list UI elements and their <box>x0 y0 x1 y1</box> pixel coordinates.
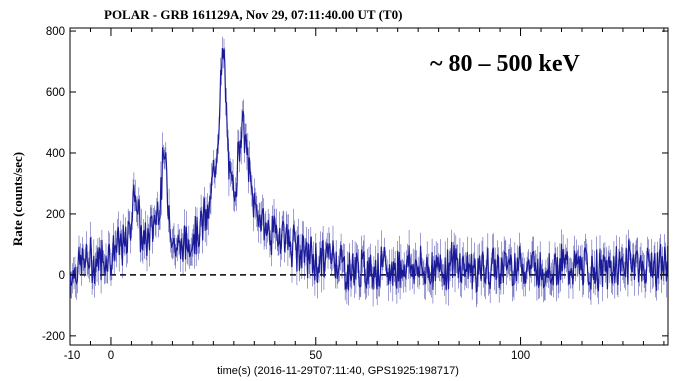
y-tick-label: 200 <box>46 209 65 221</box>
y-tick-label: 800 <box>46 26 65 38</box>
x-tick-label: 50 <box>309 350 322 362</box>
y-tick-label: -200 <box>42 331 65 343</box>
chart-title: POLAR - GRB 161129A, Nov 29, 07:11:40.00… <box>104 7 402 22</box>
series-line-rate <box>69 47 668 294</box>
x-axis-ticks: -10 0 50 100 <box>64 28 665 362</box>
x-tick-label: -10 <box>64 350 81 362</box>
plot-frame <box>69 27 669 346</box>
y-tick-label: 600 <box>46 87 65 99</box>
x-tick-label: 100 <box>511 350 530 362</box>
energy-range-annotation: ~ 80 – 500 keV <box>430 51 580 77</box>
y-tick-label: 0 <box>59 270 65 282</box>
series-layer <box>69 36 668 308</box>
y-axis-label: Rate (counts/sec) <box>10 152 25 246</box>
x-axis-label: time(s) (2016-11-29T07:11:40, GPS1925:19… <box>217 365 459 377</box>
x-tick-label: 0 <box>108 350 114 362</box>
y-axis-ticks: -200 0 200 400 600 800 <box>42 26 668 343</box>
y-tick-label: 400 <box>46 148 65 160</box>
